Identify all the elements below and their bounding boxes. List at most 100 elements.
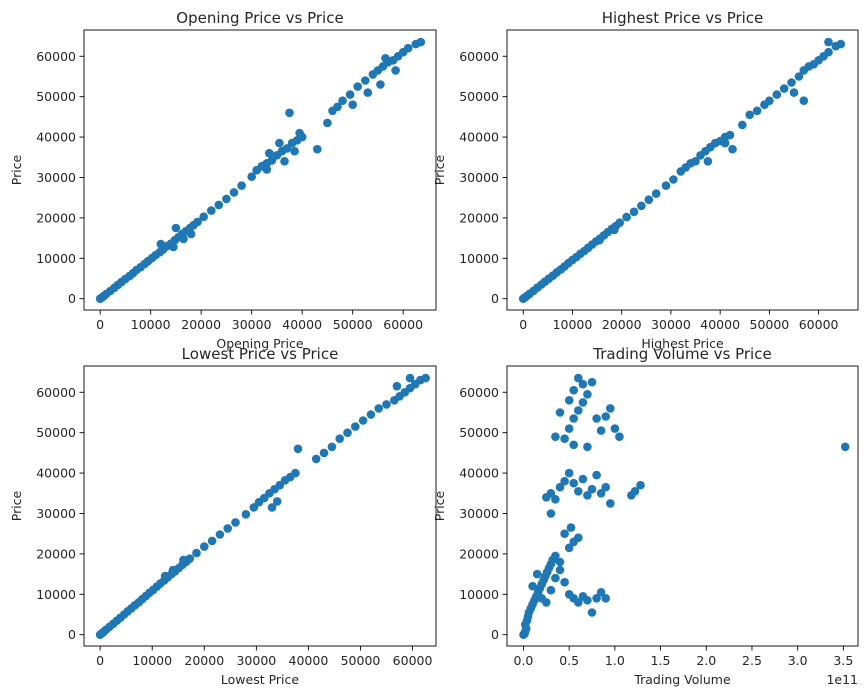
- x-tick-label: 1.5: [651, 653, 671, 668]
- data-point: [241, 510, 251, 519]
- data-point: [366, 410, 376, 419]
- x-tick-label: 50000: [333, 317, 373, 332]
- data-point: [391, 66, 400, 75]
- subplot-3: 0 10000 20000 30000 40000 50000 60000 0 10000 200…: [9, 345, 437, 687]
- data-point: [192, 548, 201, 558]
- data-point: [237, 181, 246, 190]
- data-point: [376, 80, 385, 89]
- x-axis-label: Trading Volume: [633, 672, 731, 687]
- data-point: [262, 165, 272, 174]
- data-point: [610, 225, 619, 235]
- data-point: [601, 412, 610, 421]
- data-point: [725, 130, 735, 140]
- data-point: [193, 217, 202, 227]
- x-tick-label: 60000: [393, 653, 433, 668]
- data-point: [765, 96, 774, 105]
- y-tick-label: 60000: [459, 49, 499, 64]
- x-tick-label: 40000: [282, 317, 322, 332]
- data-point: [587, 608, 597, 617]
- data-point: [596, 588, 606, 597]
- data-point: [179, 555, 188, 565]
- y-axis-label: Price: [432, 490, 447, 521]
- data-point: [156, 239, 166, 249]
- x-tick-label: 0.0: [514, 653, 534, 668]
- data-point: [169, 242, 178, 252]
- x-tick-label: 50000: [750, 317, 790, 332]
- data-point: [348, 100, 358, 109]
- data-point: [587, 484, 597, 494]
- y-tick-label: 0: [68, 627, 76, 642]
- x-tick-label: 60000: [383, 317, 423, 332]
- data-point: [222, 194, 231, 204]
- data-point: [574, 373, 583, 383]
- data-point: [363, 88, 373, 97]
- data-point: [651, 189, 661, 198]
- data-point: [405, 373, 415, 383]
- y-tick-label: 20000: [459, 546, 499, 561]
- data-point: [215, 530, 225, 539]
- data-point: [551, 551, 560, 561]
- data-point: [789, 88, 799, 97]
- data-point: [560, 434, 569, 444]
- data-point: [583, 442, 592, 452]
- axes-frame: [83, 29, 437, 311]
- data-point: [595, 235, 604, 245]
- data-point: [691, 157, 700, 166]
- data-point: [358, 416, 368, 425]
- data-point: [353, 82, 363, 91]
- data-point: [542, 598, 551, 607]
- data-point: [551, 432, 560, 442]
- data-point: [596, 489, 606, 498]
- chart-title: Opening Price vs Price: [176, 9, 343, 27]
- data-point: [343, 428, 352, 438]
- subplot-4: 0.0 0.5 1.0 1.5 2.0 2.5 3.0 3.5 0 10000 20000 30000…: [432, 345, 859, 687]
- data-point: [592, 470, 601, 480]
- x-tick-label: 30000: [651, 317, 691, 332]
- y-tick-label: 0: [491, 291, 499, 306]
- data-point: [592, 594, 601, 603]
- data-point: [249, 503, 259, 512]
- x-tick-label: 20000: [602, 317, 642, 332]
- axes-frame: [506, 29, 859, 311]
- data-point: [295, 128, 304, 138]
- y-tick-label: 60000: [459, 385, 499, 400]
- axes-frame: [506, 365, 859, 647]
- data-point: [703, 157, 713, 166]
- data-point: [787, 78, 796, 87]
- data-point: [542, 493, 551, 502]
- x-tick-label: 20000: [181, 317, 221, 332]
- data-point: [564, 396, 574, 405]
- data-point: [574, 598, 583, 607]
- x-tick-label: 20000: [184, 653, 224, 668]
- y-tick-label: 30000: [459, 170, 499, 185]
- x-axis-label: Lowest Price: [221, 672, 299, 687]
- data-point: [644, 195, 654, 204]
- y-tick-label: 10000: [459, 587, 499, 602]
- y-tick-label: 60000: [36, 385, 76, 400]
- data-point: [728, 144, 737, 154]
- data-point: [532, 569, 542, 579]
- x-tick-label: 0: [519, 317, 527, 332]
- data-point: [555, 408, 565, 417]
- data-point: [629, 207, 639, 217]
- data-point: [293, 444, 303, 454]
- data-point: [669, 175, 678, 184]
- data-point: [272, 497, 282, 506]
- data-point: [566, 523, 576, 532]
- data-point: [416, 37, 426, 47]
- data-point: [313, 144, 322, 154]
- data-point: [574, 406, 583, 415]
- y-tick-label: 40000: [459, 466, 499, 481]
- data-point: [636, 480, 645, 490]
- data-point: [351, 422, 360, 431]
- data-point: [528, 581, 537, 591]
- y-tick-label: 40000: [36, 130, 76, 145]
- y-tick-label: 10000: [36, 251, 76, 266]
- data-point: [333, 102, 342, 112]
- chart-title: Lowest Price vs Price: [182, 345, 339, 363]
- scatter-points: [518, 37, 846, 304]
- scatter-points: [95, 373, 430, 639]
- data-point: [738, 120, 747, 130]
- x-tick-label: 60000: [799, 317, 839, 332]
- x-axis-label: Highest Price: [641, 336, 724, 351]
